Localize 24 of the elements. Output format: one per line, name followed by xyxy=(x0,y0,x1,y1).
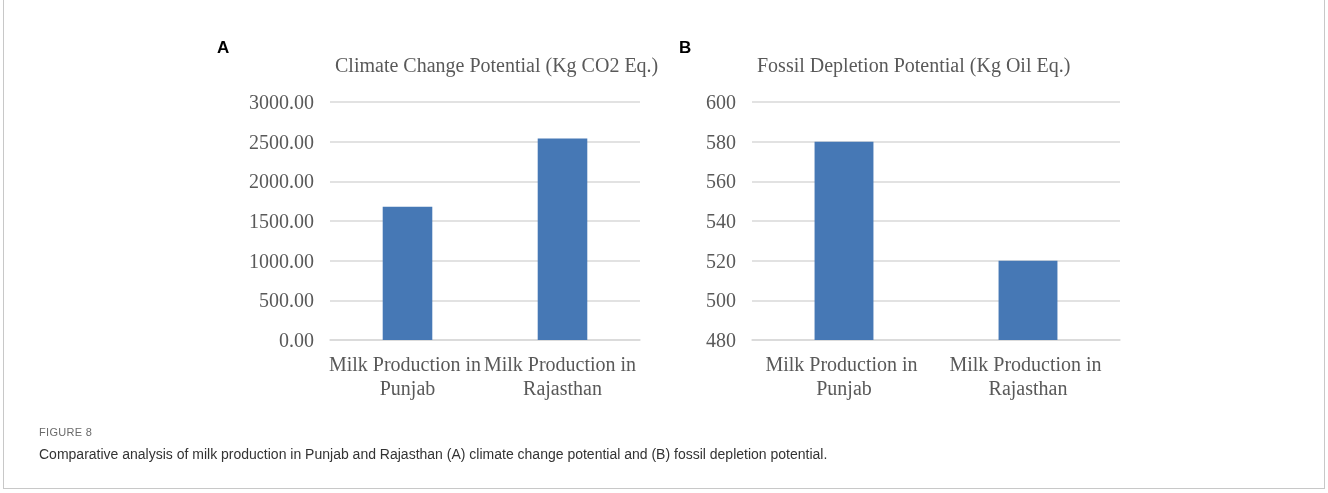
x-tick-label: Milk Production in Rajasthan xyxy=(949,353,1107,400)
y-tick-label: 580 xyxy=(706,130,736,153)
chart-title: Fossil Depletion Potential (Kg Oil Eq.) xyxy=(757,54,1071,77)
y-tick-label: 3000.00 xyxy=(249,91,314,113)
y-tick-label: 1000.00 xyxy=(249,249,314,272)
y-tick-label: 520 xyxy=(706,249,736,272)
text: Comparative analysis of milk production in Punjab and Rajasthan (A) climate change potential and (B) fossil depletion potential. xyxy=(39,446,828,462)
y-tick-label: 1500.00 xyxy=(249,210,314,232)
x-tick-label: Milk Production in Punjab xyxy=(328,353,482,400)
y-tick-label: 2000.00 xyxy=(249,170,314,193)
text: A xyxy=(217,38,230,58)
y-tick-label: 480 xyxy=(706,329,736,351)
y-tick-label: 600 xyxy=(706,91,736,113)
text: B xyxy=(679,38,692,58)
y-tick-label: 500.00 xyxy=(259,289,314,312)
caption: FIGURE 8 xyxy=(39,426,93,438)
y-tick-label: 0.00 xyxy=(279,329,314,351)
y-tick-label: 540 xyxy=(706,210,736,232)
y-tick-label: 560 xyxy=(706,170,736,193)
y-tick-label: 2500.00 xyxy=(249,130,314,153)
x-tick-label: Milk Production in Punjab xyxy=(765,353,923,400)
x-tick-label: Milk Production in Rajasthan xyxy=(483,353,642,400)
chart-title: Climate Change Potential (Kg CO2 Eq.) xyxy=(335,54,659,77)
y-tick-label: 500 xyxy=(706,289,736,312)
